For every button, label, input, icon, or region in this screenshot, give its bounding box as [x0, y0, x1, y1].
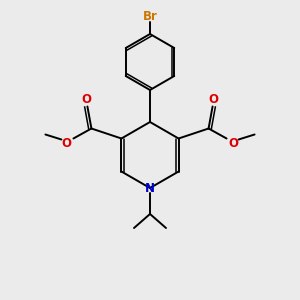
Text: O: O: [81, 93, 92, 106]
Text: O: O: [229, 137, 238, 150]
Text: O: O: [61, 137, 71, 150]
Text: Br: Br: [142, 10, 158, 22]
Text: N: N: [145, 182, 155, 194]
Text: O: O: [208, 93, 219, 106]
